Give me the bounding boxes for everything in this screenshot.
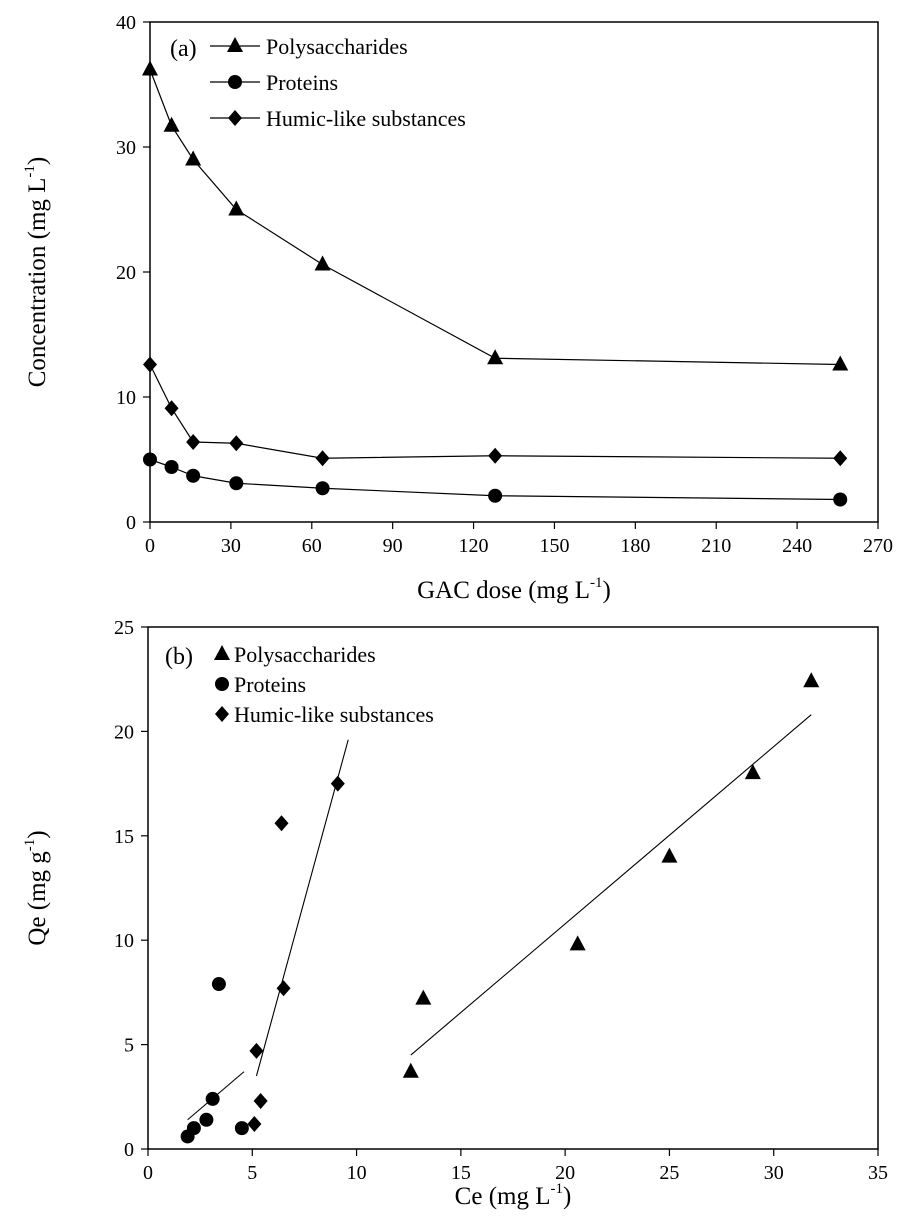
panel-a-y-label: Concentration (mg L-1)	[22, 157, 51, 388]
proteins-point	[205, 1091, 220, 1106]
polysaccharides-point	[832, 355, 849, 371]
humic-like-substances-point	[330, 775, 345, 792]
polysaccharides-point	[803, 672, 820, 688]
x-tick-label: 30	[764, 1162, 784, 1184]
x-tick-label: 240	[782, 535, 812, 557]
y-tick-label: 30	[116, 137, 136, 159]
humic-like-substances-point	[833, 450, 848, 467]
x-tick-label: 90	[383, 535, 403, 557]
y-tick-label: 15	[114, 826, 134, 848]
panel-b-legend: Polysaccharides Proteins Humic-like substa…	[214, 642, 434, 727]
panel-b-series	[180, 672, 820, 1144]
x-tick-label: 15	[451, 1162, 471, 1184]
proteins-point	[229, 476, 244, 491]
humic-like-substances-point	[164, 400, 179, 417]
polysaccharides-point	[142, 60, 158, 76]
x-tick-label: 0	[145, 535, 155, 557]
polysaccharides-point	[744, 764, 761, 780]
y-tick-label: 20	[116, 262, 136, 284]
x-tick-label: 10	[347, 1162, 367, 1184]
polysaccharides-point	[402, 1062, 419, 1078]
legend-label-polysaccharides: Polysaccharides	[266, 34, 408, 59]
x-tick-label: 30	[221, 535, 241, 557]
y-tick-label: 10	[114, 930, 134, 952]
humic-like-substances-line	[149, 364, 841, 459]
humic-like-substances-point	[488, 447, 503, 464]
y-tick-label: 40	[116, 12, 136, 34]
legend-label-humic-like-substances: Humic-like substances	[266, 106, 466, 131]
polysaccharides-point	[163, 116, 180, 132]
panel-a: GAC dose (mg L-1) Concentration (mg L-1)…	[22, 12, 893, 604]
legend-marker-proteins	[215, 677, 229, 691]
polysaccharides-point	[185, 150, 202, 166]
legend-marker-proteins	[228, 75, 242, 89]
y-tick-label: 20	[114, 721, 134, 743]
humic-like-substances-point	[253, 1092, 268, 1109]
x-tick-label: 180	[620, 535, 650, 557]
y-tick-label: 25	[114, 617, 134, 639]
panel-b: Ce (mg L-1) Qe (mg g-1) (b) 0 5 10 15 20 25 30…	[22, 617, 888, 1210]
polysaccharides-point	[569, 935, 586, 951]
x-tick-label: 150	[539, 535, 569, 557]
legend-label-polysaccharides: Polysaccharides	[234, 642, 376, 667]
x-tick-label: 60	[302, 535, 322, 557]
proteins-point	[211, 977, 226, 992]
humic-like-substances-point	[249, 1042, 264, 1059]
panel-b-panel-label: (b)	[165, 644, 193, 670]
polysaccharides-point	[661, 847, 678, 863]
proteins-point	[488, 488, 503, 503]
panel-a-x-label: GAC dose (mg L-1)	[417, 575, 611, 604]
x-tick-label: 210	[701, 535, 731, 557]
humic-like-substances-point	[274, 815, 289, 832]
panel-a-legend: Polysaccharides Proteins Humic-like substa…	[210, 34, 466, 131]
y-tick-label: 10	[116, 387, 136, 409]
panel-b-y-label: Qe (mg g-1)	[22, 830, 51, 945]
proteins-point	[186, 468, 201, 483]
x-tick-label: 35	[868, 1162, 888, 1184]
x-tick-label: 25	[659, 1162, 679, 1184]
polysaccharides-point	[487, 349, 504, 365]
panel-a-series	[142, 60, 849, 507]
proteins-point	[186, 1121, 201, 1136]
proteins-point	[199, 1112, 214, 1127]
polysaccharides-point	[228, 200, 245, 216]
proteins-point	[143, 452, 157, 467]
humic-like-substances-point	[186, 434, 201, 450]
polysaccharides-line	[149, 69, 841, 366]
panel-a-panel-label: (a)	[170, 36, 197, 62]
y-tick-label: 5	[124, 1035, 134, 1057]
legend-marker-humic-like-substances	[228, 110, 242, 126]
legend-marker-polysaccharides	[214, 645, 230, 660]
proteins-point	[833, 492, 848, 507]
proteins-point	[234, 1121, 249, 1136]
x-tick-label: 20	[555, 1162, 575, 1184]
legend-label-proteins: Proteins	[234, 672, 306, 697]
proteins-point	[315, 481, 330, 496]
y-tick-label: 0	[124, 1139, 134, 1161]
x-tick-label: 0	[143, 1162, 153, 1184]
panel-b-ticks: 0 5 10 15 20 25 30 35 0 5 10 15 20 25	[114, 617, 888, 1184]
humic-like-substances-point	[276, 980, 291, 997]
proteins-point	[164, 460, 179, 474]
x-tick-label: 5	[247, 1162, 257, 1184]
polysaccharides-point	[314, 255, 331, 271]
legend-label-humic-like-substances: Humic-like substances	[234, 702, 434, 727]
legend-marker-polysaccharides	[227, 37, 243, 52]
panel-a-ticks: 0 30 60 90 120 150 180 210 240 270 0 10 20 30 40	[116, 12, 893, 557]
legend-label-proteins: Proteins	[266, 70, 338, 95]
y-tick-label: 0	[126, 512, 136, 534]
panel-b-x-label: Ce (mg L-1)	[455, 1181, 572, 1210]
humic-like-substances-point	[315, 450, 330, 467]
humic-like-substances-point	[143, 356, 157, 373]
humic-like-substances-point	[247, 1115, 262, 1132]
polysaccharides-fit-line	[410, 714, 812, 1056]
humic-like-substances-point	[229, 435, 244, 452]
x-tick-label: 120	[459, 535, 489, 557]
polysaccharides-point	[415, 989, 432, 1005]
humic-like-substances-fit-line	[255, 739, 349, 1077]
panel-b-plot-area	[147, 626, 879, 1150]
legend-marker-humic-like-substances	[215, 706, 229, 722]
x-tick-label: 270	[863, 535, 893, 557]
